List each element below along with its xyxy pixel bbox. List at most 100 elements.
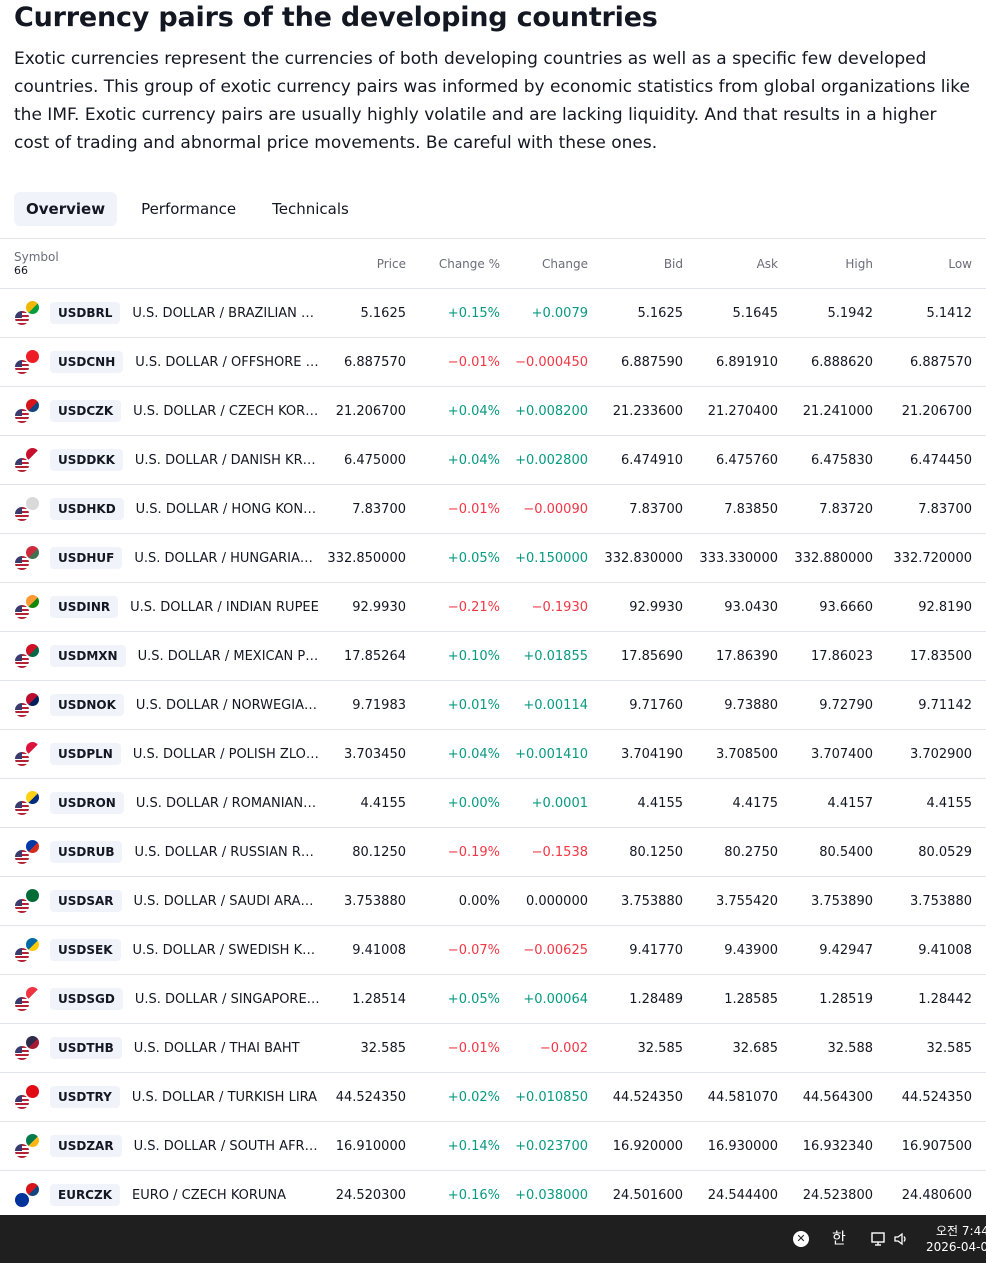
- pair-name[interactable]: U.S. DOLLAR / BRAZILIAN REAL: [132, 305, 320, 321]
- ticker-badge[interactable]: USDCNH: [50, 351, 124, 373]
- close-circle-icon[interactable]: ✕: [793, 1231, 809, 1247]
- symbol-cell[interactable]: USDRON U.S. DOLLAR / ROMANIAN LEU: [0, 778, 320, 828]
- symbol-cell[interactable]: USDTRY U.S. DOLLAR / TURKISH LIRA: [0, 1072, 320, 1122]
- currency-flags-icon: [14, 1084, 40, 1110]
- ticker-badge[interactable]: USDBRL: [50, 302, 121, 324]
- symbol-cell[interactable]: USDDKK U.S. DOLLAR / DANISH KRONE: [0, 435, 320, 485]
- network-icon[interactable]: [870, 1230, 888, 1248]
- bid-cell: 24.501600: [602, 1170, 697, 1220]
- symbol-cell[interactable]: USDTHB U.S. DOLLAR / THAI BAHT: [0, 1023, 320, 1073]
- symbol-cell[interactable]: USDPLN U.S. DOLLAR / POLISH ZLOTY: [0, 729, 320, 779]
- pair-name[interactable]: U.S. DOLLAR / RUSSIAN RUBLE: [134, 844, 320, 860]
- pair-name[interactable]: U.S. DOLLAR / CZECH KORUNA: [133, 403, 320, 419]
- ticker-badge[interactable]: USDCZK: [50, 400, 122, 422]
- symbol-cell[interactable]: USDINR U.S. DOLLAR / INDIAN RUPEE: [0, 582, 320, 632]
- pair-name[interactable]: U.S. DOLLAR / HONG KONG DOLLAR: [135, 501, 320, 517]
- symbol-cell[interactable]: EURCZK EURO / CZECH KORUNA: [0, 1170, 320, 1220]
- ticker-badge[interactable]: USDSGD: [50, 988, 123, 1010]
- symbol-cell[interactable]: USDRUB U.S. DOLLAR / RUSSIAN RUBLE: [0, 827, 320, 877]
- symbol-cell[interactable]: USDSGD U.S. DOLLAR / SINGAPORE DOLLAR: [0, 974, 320, 1024]
- header-high[interactable]: High: [792, 238, 887, 289]
- pair-name[interactable]: EURO / CZECH KORUNA: [132, 1187, 287, 1203]
- pair-name[interactable]: U.S. DOLLAR / SAUDI ARABIAN RIYAL: [133, 893, 320, 909]
- pair-name[interactable]: U.S. DOLLAR / SWEDISH KRONA: [132, 942, 321, 958]
- table-row[interactable]: USDMXN U.S. DOLLAR / MEXICAN PESO 17.85264…: [0, 631, 986, 681]
- pair-name[interactable]: U.S. DOLLAR / HUNGARIAN FORINT: [134, 550, 320, 566]
- ticker-badge[interactable]: USDSAR: [50, 890, 122, 912]
- table-row[interactable]: USDDKK U.S. DOLLAR / DANISH KRONE 6.475000…: [0, 435, 986, 485]
- table-row[interactable]: USDCNH U.S. DOLLAR / OFFSHORE CHINESE YUA…: [0, 337, 986, 387]
- table-row[interactable]: USDBRL U.S. DOLLAR / BRAZILIAN REAL 5.1625…: [0, 288, 986, 338]
- symbol-cell[interactable]: USDMXN U.S. DOLLAR / MEXICAN PESO: [0, 631, 320, 681]
- header-bid[interactable]: Bid: [602, 238, 697, 289]
- ticker-badge[interactable]: USDTHB: [50, 1037, 122, 1059]
- pair-name[interactable]: U.S. DOLLAR / THAI BAHT: [133, 1040, 300, 1056]
- quote-flag-icon: [25, 692, 40, 707]
- table-row[interactable]: USDNOK U.S. DOLLAR / NORWEGIAN KRONE9.719…: [0, 680, 986, 730]
- pair-name[interactable]: U.S. DOLLAR / NORWEGIAN KRONE: [135, 697, 320, 713]
- clock-date[interactable]: 2026-04-03: [926, 1240, 986, 1254]
- pair-name[interactable]: U.S. DOLLAR / OFFSHORE CHINESE YUAN: [135, 354, 320, 370]
- symbol-cell[interactable]: USDHKD U.S. DOLLAR / HONG KONG DOLLAR: [0, 484, 320, 534]
- ticker-badge[interactable]: USDRUB: [50, 841, 123, 863]
- symbol-cell[interactable]: USDSEK U.S. DOLLAR / SWEDISH KRONA: [0, 925, 321, 975]
- header-low[interactable]: Low: [887, 238, 986, 289]
- ticker-badge[interactable]: USDMXN: [50, 645, 126, 667]
- pair-name[interactable]: U.S. DOLLAR / TURKISH LIRA: [131, 1089, 318, 1105]
- header-price[interactable]: Price: [320, 238, 420, 289]
- ime-indicator[interactable]: 한: [832, 1229, 846, 1247]
- ticker-badge[interactable]: USDHUF: [50, 547, 123, 569]
- ticker-badge[interactable]: USDINR: [50, 596, 119, 618]
- symbol-cell[interactable]: USDCNH U.S. DOLLAR / OFFSHORE CHINESE YUA…: [0, 337, 320, 387]
- change-cell: −0.00090: [514, 484, 602, 534]
- symbol-cell[interactable]: USDNOK U.S. DOLLAR / NORWEGIAN KRONE: [0, 680, 320, 730]
- pair-name[interactable]: U.S. DOLLAR / INDIAN RUPEE: [130, 599, 319, 615]
- ticker-badge[interactable]: USDNOK: [50, 694, 124, 716]
- pair-name[interactable]: U.S. DOLLAR / MEXICAN PESO: [137, 648, 320, 664]
- symbol-cell[interactable]: USDCZK U.S. DOLLAR / CZECH KORUNA: [0, 386, 320, 436]
- table-row[interactable]: USDSEK U.S. DOLLAR / SWEDISH KRONA 9.41008…: [0, 925, 986, 975]
- table-row[interactable]: USDRUB U.S. DOLLAR / RUSSIAN RUBLE 80.1250…: [0, 827, 986, 877]
- volume-icon[interactable]: [893, 1231, 909, 1247]
- table-row[interactable]: USDTHB U.S. DOLLAR / THAI BAHT 32.585 −0.01…: [0, 1023, 986, 1073]
- table-row[interactable]: USDPLN U.S. DOLLAR / POLISH ZLOTY 3.703450…: [0, 729, 986, 779]
- header-change[interactable]: Change: [514, 238, 602, 289]
- ticker-badge[interactable]: USDSEK: [50, 939, 121, 961]
- clock-time[interactable]: 오전 7:44: [936, 1224, 986, 1238]
- us-flag-icon: [14, 555, 30, 571]
- pair-name[interactable]: U.S. DOLLAR / DANISH KRONE: [134, 452, 320, 468]
- header-ask[interactable]: Ask: [697, 238, 792, 289]
- symbol-cell[interactable]: USDSAR U.S. DOLLAR / SAUDI ARABIAN RIYAL: [0, 876, 320, 926]
- change-cell: +0.002800: [514, 435, 602, 485]
- ticker-badge[interactable]: EURCZK: [50, 1184, 120, 1206]
- pair-name[interactable]: U.S. DOLLAR / ROMANIAN LEU: [135, 795, 320, 811]
- ticker-badge[interactable]: USDDKK: [50, 449, 123, 471]
- symbol-cell[interactable]: USDHUF U.S. DOLLAR / HUNGARIAN FORINT: [0, 533, 320, 583]
- symbol-cell[interactable]: USDZAR U.S. DOLLAR / SOUTH AFRICAN RAND: [0, 1121, 320, 1171]
- tab-performance[interactable]: Performance: [141, 200, 237, 218]
- pair-name[interactable]: U.S. DOLLAR / POLISH ZLOTY: [132, 746, 320, 762]
- low-cell: 3.702900: [887, 729, 986, 779]
- pair-name[interactable]: U.S. DOLLAR / SINGAPORE DOLLAR: [134, 991, 320, 1007]
- header-change-pct[interactable]: Change %: [420, 238, 514, 289]
- pair-name[interactable]: U.S. DOLLAR / SOUTH AFRICAN RAND: [133, 1138, 320, 1154]
- table-row[interactable]: USDINR U.S. DOLLAR / INDIAN RUPEE 92.9930−…: [0, 582, 986, 632]
- ticker-badge[interactable]: USDZAR: [50, 1135, 122, 1157]
- ticker-badge[interactable]: USDTRY: [50, 1086, 120, 1108]
- table-row[interactable]: EURCZK EURO / CZECH KORUNA 24.520300 +0.16%…: [0, 1170, 986, 1220]
- table-row[interactable]: USDTRY U.S. DOLLAR / TURKISH LIRA 44.52435…: [0, 1072, 986, 1122]
- tab-overview[interactable]: Overview: [14, 192, 118, 226]
- ticker-badge[interactable]: USDHKD: [50, 498, 124, 520]
- header-symbol[interactable]: Symbol 66: [0, 238, 320, 289]
- table-row[interactable]: USDRON U.S. DOLLAR / ROMANIAN LEU 4.4155 +0…: [0, 778, 986, 828]
- ticker-badge[interactable]: USDRON: [50, 792, 124, 814]
- ticker-badge[interactable]: USDPLN: [50, 743, 121, 765]
- symbol-cell[interactable]: USDBRL U.S. DOLLAR / BRAZILIAN REAL: [0, 288, 320, 338]
- tab-technicals[interactable]: Technicals: [272, 200, 349, 218]
- table-row[interactable]: USDCZK U.S. DOLLAR / CZECH KORUNA 21.20670…: [0, 386, 986, 436]
